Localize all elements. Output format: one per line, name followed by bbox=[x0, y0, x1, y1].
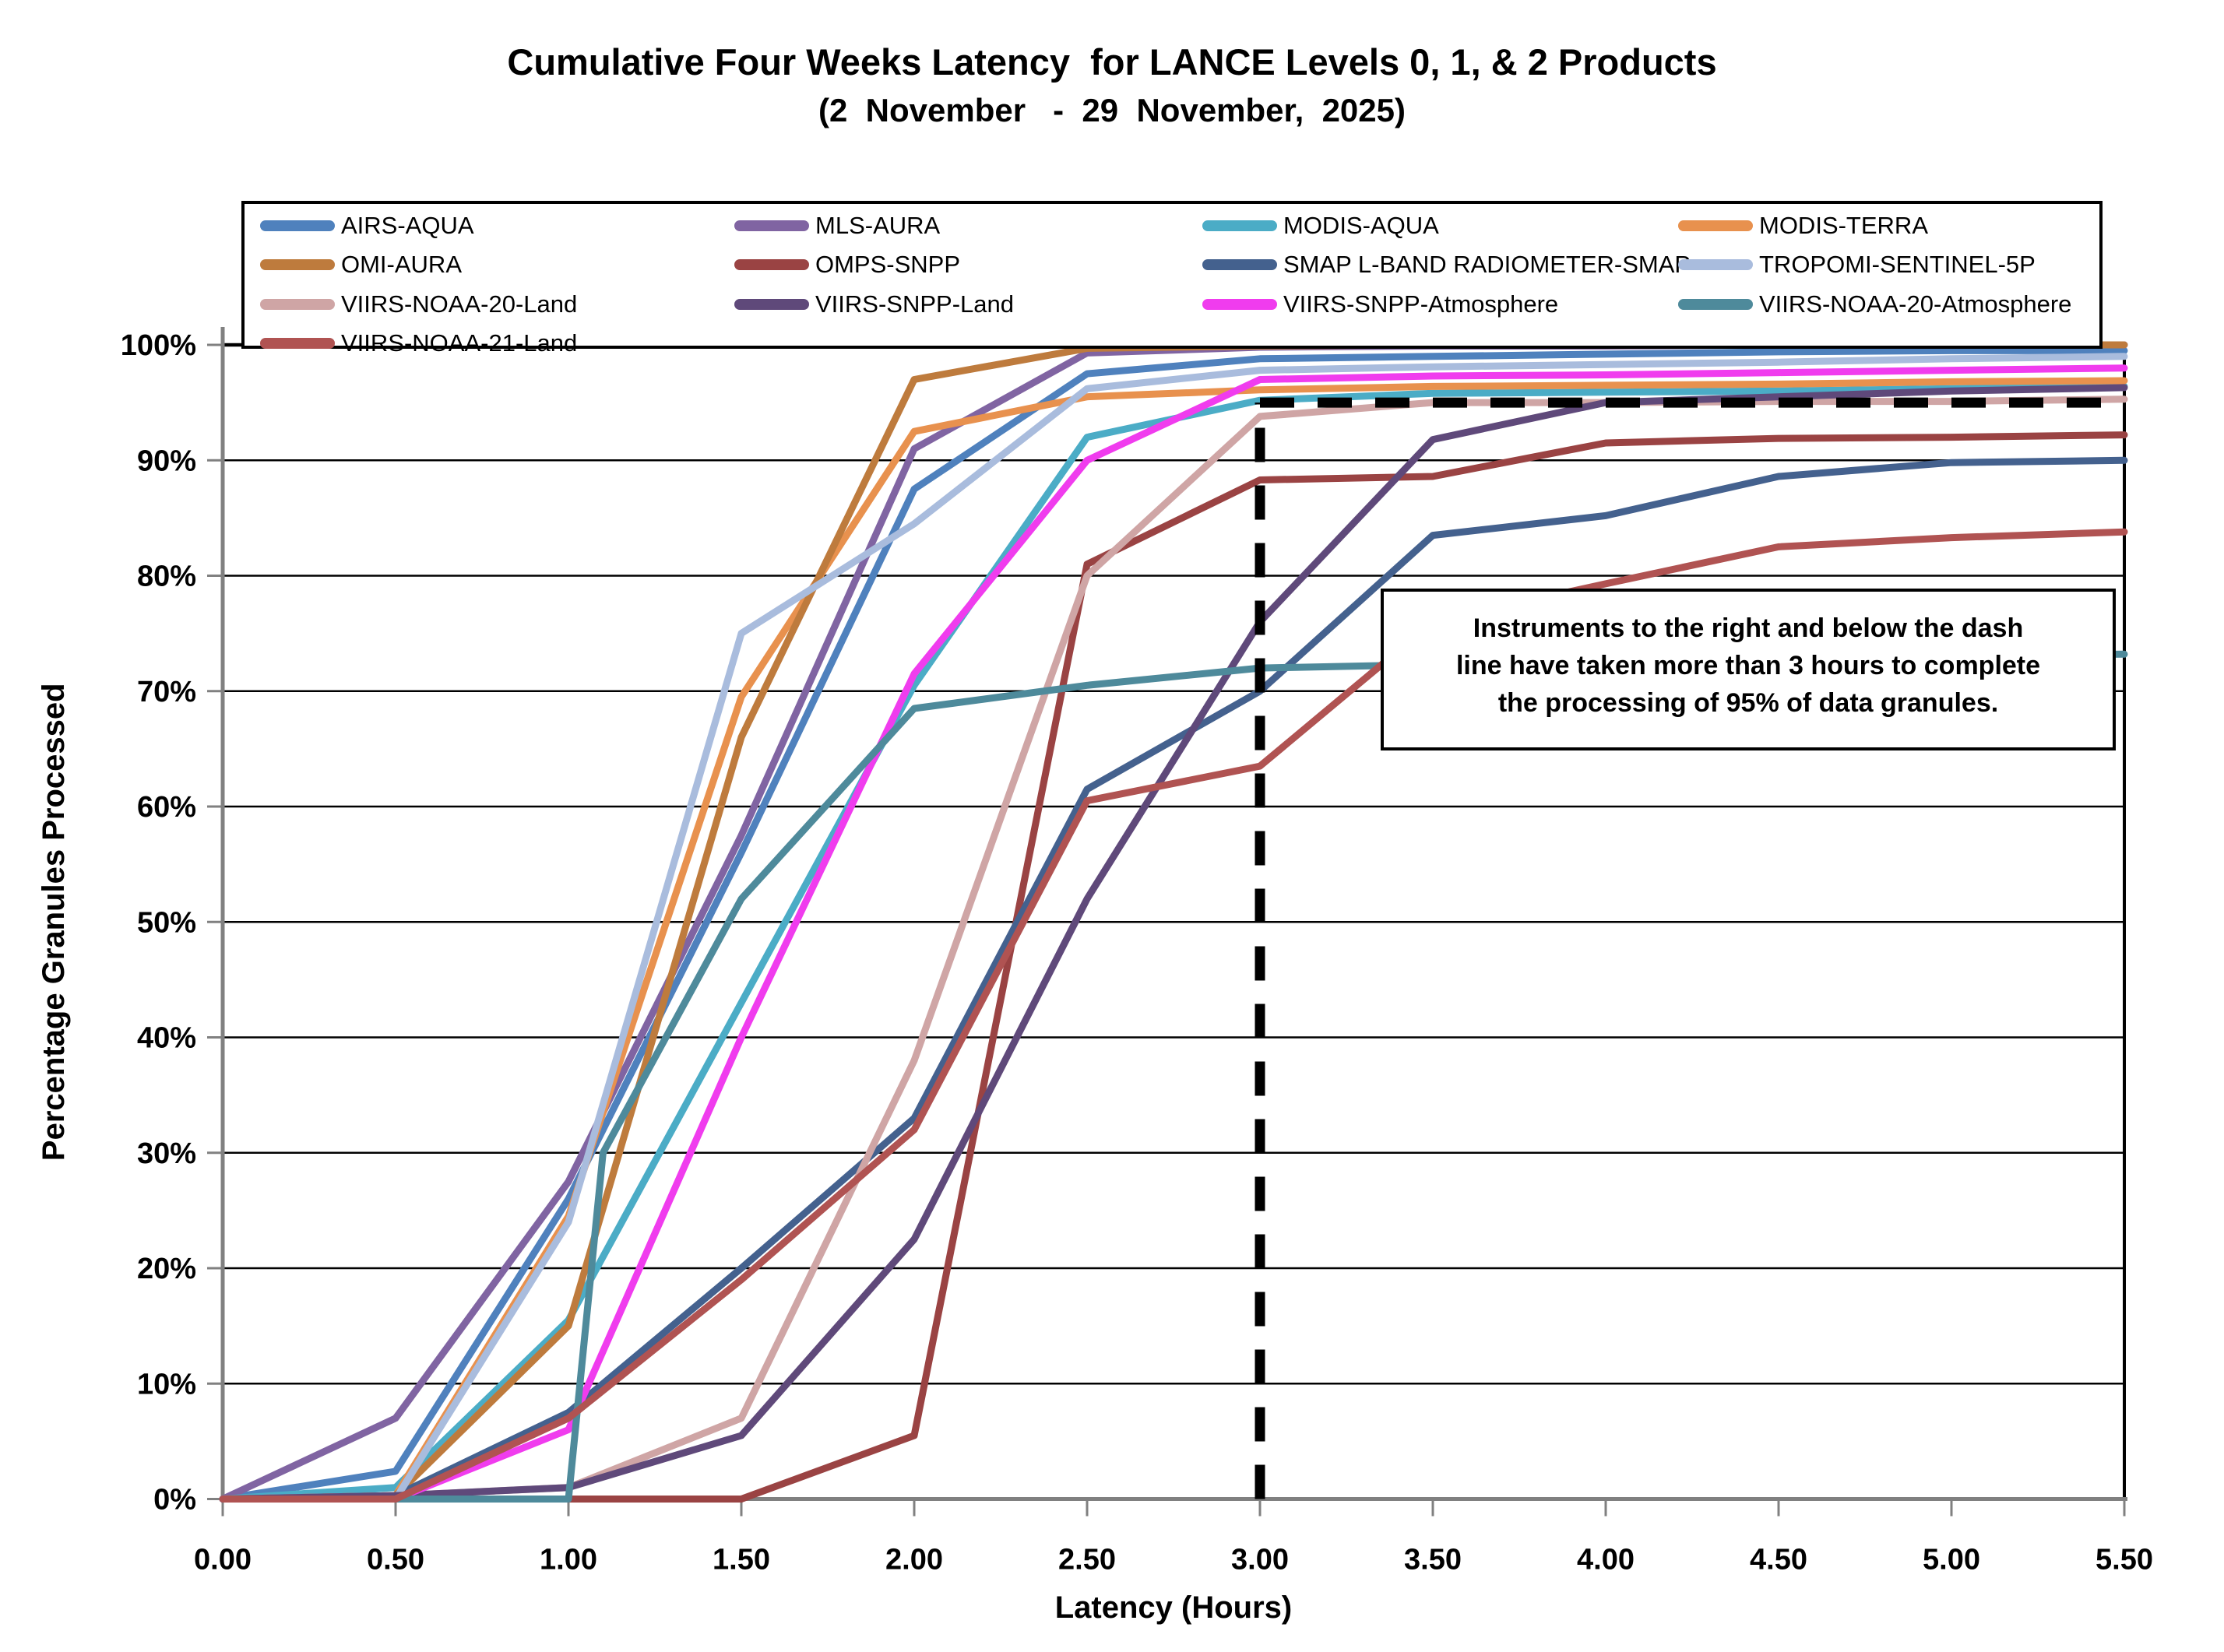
legend-box: AIRS-AQUA MLS-AURA MODIS-AQUA MODIS-TERRA OM… bbox=[241, 201, 2103, 357]
legend-item: VIIRS-SNPP-Land bbox=[734, 290, 1014, 318]
series-line-modis-aqua bbox=[219, 382, 2128, 1503]
series-line-modis-terra bbox=[219, 377, 2128, 1503]
legend-item-label: MLS-AURA bbox=[815, 212, 941, 239]
legend-item-label: MODIS-TERRA bbox=[1759, 212, 1928, 239]
y-tick-label: 100% bbox=[121, 329, 196, 362]
x-tick-label: 1.00 bbox=[540, 1544, 597, 1576]
y-tick-label: 40% bbox=[137, 1022, 196, 1055]
legend-item: MODIS-TERRA bbox=[1678, 212, 1928, 239]
annotation-box bbox=[1381, 589, 2116, 750]
series-line-airs-aqua bbox=[219, 346, 2128, 1503]
x-tick-label: 0.00 bbox=[194, 1544, 252, 1576]
chart-title: Cumulative Four Weeks Latency for LANCE … bbox=[507, 41, 1717, 83]
legend-swatch bbox=[734, 220, 809, 231]
series-line-viirs-noaa-21-land bbox=[219, 528, 2128, 1503]
legend-swatch bbox=[1202, 299, 1277, 310]
legend-item: VIIRS-NOAA-21-Land bbox=[260, 329, 578, 357]
legend-swatch bbox=[1678, 220, 1753, 231]
x-tick-label: 5.50 bbox=[2096, 1544, 2153, 1576]
legend-swatch bbox=[734, 259, 809, 270]
legend-item: MLS-AURA bbox=[734, 212, 941, 239]
legend-swatch bbox=[1678, 299, 1753, 310]
legend-item: OMI-AURA bbox=[260, 251, 462, 278]
y-tick-label: 30% bbox=[137, 1137, 196, 1170]
legend-item-label: TROPOMI-SENTINEL-5P bbox=[1759, 251, 2036, 278]
legend-swatch bbox=[260, 259, 335, 270]
annotation-line: the processing of 95% of data granules. bbox=[1498, 688, 1998, 718]
x-tick-label: 3.50 bbox=[1404, 1544, 1462, 1576]
x-tick-label: 3.00 bbox=[1231, 1544, 1289, 1576]
series-line-viirs-snpp-atmosphere bbox=[219, 364, 2128, 1503]
legend-item-label: SMAP L-BAND RADIOMETER-SMAP bbox=[1283, 251, 1691, 278]
legend-swatch bbox=[1678, 259, 1753, 270]
x-tick-label: 2.50 bbox=[1058, 1544, 1116, 1576]
x-tick-label: 1.50 bbox=[713, 1544, 770, 1576]
legend-item-label: VIIRS-NOAA-20-Land bbox=[341, 290, 578, 318]
legend-item-label: VIIRS-SNPP-Atmosphere bbox=[1283, 290, 1559, 318]
x-axis-title: Latency (Hours) bbox=[1055, 1590, 1293, 1625]
y-tick-label: 80% bbox=[137, 561, 196, 593]
legend-item-label: MODIS-AQUA bbox=[1283, 212, 1439, 239]
y-tick-label: 60% bbox=[137, 791, 196, 824]
legend-item: SMAP L-BAND RADIOMETER-SMAP bbox=[1202, 251, 1691, 278]
y-tick-label: 70% bbox=[137, 676, 196, 708]
y-tick-label: 10% bbox=[137, 1368, 196, 1401]
legend-swatch bbox=[260, 338, 335, 349]
legend-swatch bbox=[734, 299, 809, 310]
legend-item-label: VIIRS-NOAA-20-Atmosphere bbox=[1759, 290, 2072, 318]
y-tick-label: 20% bbox=[137, 1253, 196, 1285]
x-tick-label: 0.50 bbox=[367, 1544, 424, 1576]
y-axis-title: Percentage Granules Processed bbox=[37, 683, 71, 1161]
legend-item-label: VIIRS-SNPP-Land bbox=[815, 290, 1014, 318]
x-tick-label: 4.50 bbox=[1750, 1544, 1807, 1576]
x-tick-label: 2.00 bbox=[885, 1544, 943, 1576]
legend-item: VIIRS-SNPP-Atmosphere bbox=[1202, 290, 1559, 318]
legend-swatch bbox=[260, 220, 335, 231]
legend-swatch bbox=[1202, 220, 1277, 231]
legend-item: OMPS-SNPP bbox=[734, 251, 961, 278]
legend-item: AIRS-AQUA bbox=[260, 212, 474, 239]
legend-item-label: VIIRS-NOAA-21-Land bbox=[341, 329, 578, 357]
annotation-line: line have taken more than 3 hours to com… bbox=[1456, 651, 2040, 680]
series-line-smap-l-band-radiometer-smap bbox=[219, 456, 2128, 1503]
annotation-line: Instruments to the right and below the d… bbox=[1473, 613, 2023, 643]
legend-swatch bbox=[1202, 259, 1277, 270]
y-tick-label: 0% bbox=[153, 1484, 196, 1517]
legend-item-label: OMI-AURA bbox=[341, 251, 462, 278]
y-tick-label: 90% bbox=[137, 445, 196, 477]
y-tick-label: 50% bbox=[137, 906, 196, 939]
chart-subtitle: (2 November - 29 November, 2025) bbox=[818, 92, 1406, 128]
x-tick-label: 5.00 bbox=[1923, 1544, 1980, 1576]
legend-item: VIIRS-NOAA-20-Atmosphere bbox=[1678, 290, 2072, 318]
series-line-viirs-noaa-20-land bbox=[219, 395, 2128, 1503]
series-line-tropomi-sentinel-5p bbox=[219, 353, 2128, 1503]
series-line-viirs-snpp-land bbox=[219, 384, 2128, 1503]
legend-item: TROPOMI-SENTINEL-5P bbox=[1678, 251, 2036, 278]
x-tick-label: 4.00 bbox=[1577, 1544, 1635, 1576]
legend-item: MODIS-AQUA bbox=[1202, 212, 1439, 239]
legend-item: VIIRS-NOAA-20-Land bbox=[260, 290, 578, 318]
legend-item-label: OMPS-SNPP bbox=[815, 251, 961, 278]
legend-swatch bbox=[260, 299, 335, 310]
legend-item-label: AIRS-AQUA bbox=[341, 212, 474, 239]
